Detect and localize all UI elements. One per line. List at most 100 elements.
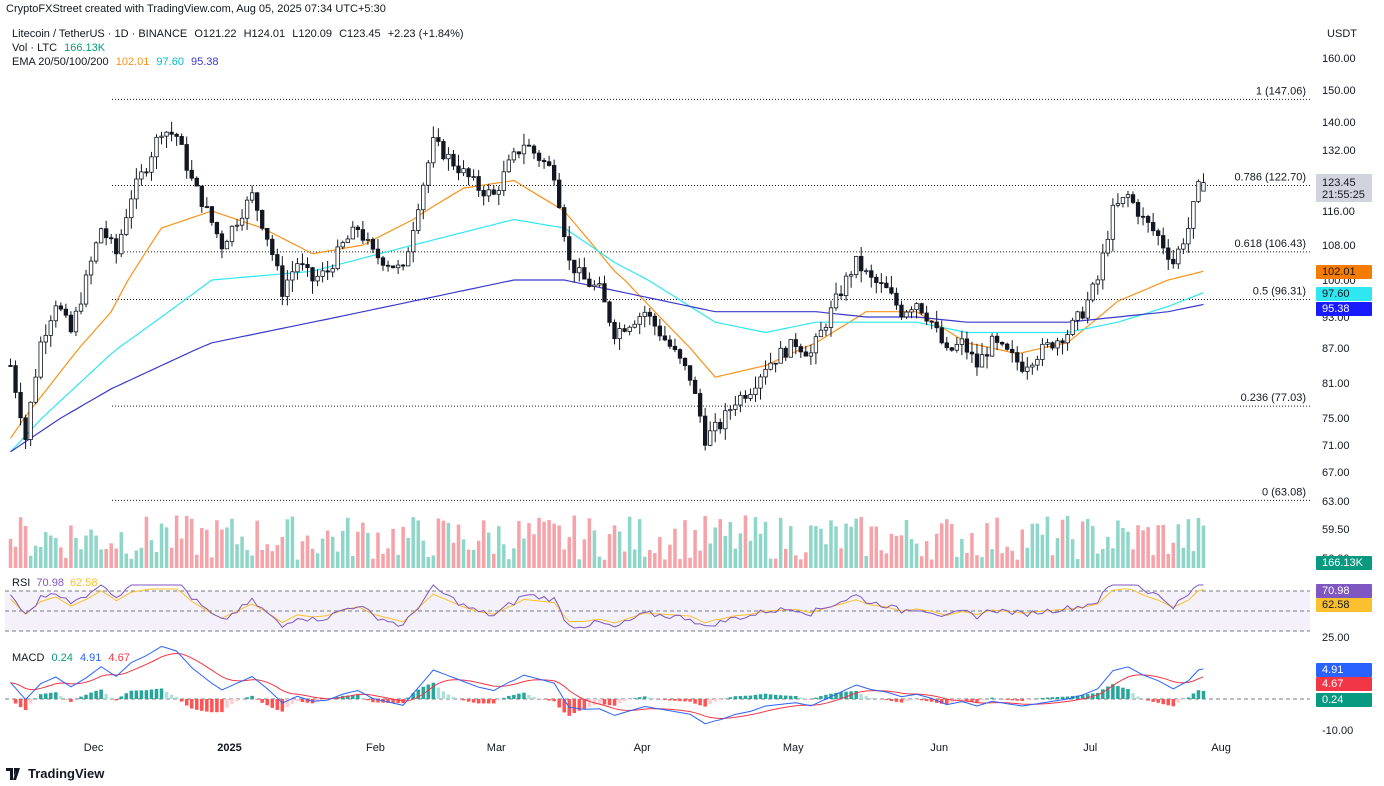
- candle-down: [869, 270, 874, 278]
- macd-histogram-bar: [1191, 693, 1196, 699]
- volume-bar: [1090, 526, 1095, 568]
- macd-histogram-bar: [426, 684, 431, 699]
- macd-histogram-bar: [109, 697, 113, 699]
- volume-bar: [990, 549, 994, 568]
- macd-histogram-bar: [542, 699, 546, 700]
- macd-histogram-bar: [1020, 699, 1025, 701]
- candle-down: [13, 365, 18, 393]
- volume-bar: [904, 519, 909, 568]
- volume-bar: [799, 559, 803, 568]
- candle-up: [1045, 342, 1050, 345]
- volume-bar: [1181, 547, 1186, 568]
- candle-up: [1040, 343, 1045, 360]
- macd-histogram-bar: [537, 698, 541, 699]
- candle-down: [451, 153, 456, 167]
- volume-bar: [924, 541, 929, 568]
- candle-down: [994, 335, 1000, 343]
- candle-up: [597, 283, 602, 286]
- volume-bar: [330, 536, 335, 568]
- volume-bar: [980, 557, 984, 568]
- volume-bar: [542, 521, 546, 568]
- candle-down: [204, 206, 209, 208]
- volume-bar: [617, 531, 622, 568]
- candle-down: [260, 209, 265, 229]
- macd-histogram-bar: [451, 696, 456, 699]
- ema-label[interactable]: EMA 20/50/100/200: [12, 56, 109, 68]
- macd-line: [10, 645, 1204, 725]
- candle-up: [496, 190, 501, 195]
- candle-down: [582, 267, 587, 280]
- volume-bar: [502, 544, 506, 568]
- price-tick-label: 63.00: [1322, 496, 1350, 508]
- macd-histogram-bar: [557, 699, 561, 708]
- macd-histogram-bar: [1156, 699, 1160, 703]
- volume-bar: [819, 528, 823, 568]
- candle-down: [692, 379, 698, 394]
- candle-up: [290, 271, 295, 281]
- rsi-line: [10, 584, 1204, 629]
- macd-histogram-bar: [562, 699, 566, 713]
- candle-up: [93, 242, 99, 262]
- volume-badge-bg: [1316, 556, 1372, 570]
- volume-bar: [1015, 559, 1020, 568]
- macd-histogram-bar: [386, 699, 390, 703]
- macd-histogram-bar: [512, 694, 516, 699]
- volume-bar: [235, 544, 239, 568]
- macd-histogram-bar: [950, 699, 954, 703]
- candle-down: [567, 236, 572, 261]
- macd-histogram-bar: [1010, 699, 1014, 701]
- macd-histogram-bar: [602, 699, 607, 705]
- volume-bar: [245, 549, 249, 568]
- ema50-value: 97.60: [156, 56, 184, 68]
- macd-histogram-bar: [149, 689, 154, 699]
- macd-histogram-bar: [552, 699, 556, 702]
- macd-histogram-bar: [1166, 699, 1171, 706]
- currency-label[interactable]: USDT: [1327, 28, 1357, 40]
- candle-down: [587, 278, 592, 287]
- macd-histogram-bar: [854, 690, 858, 699]
- macd-histogram-bar: [889, 699, 894, 702]
- volume-label[interactable]: Vol · LTC: [12, 42, 58, 54]
- macd-histogram-bar: [864, 696, 868, 699]
- volume-bar: [371, 558, 375, 568]
- candle-down: [1015, 352, 1020, 363]
- volume-bar: [109, 543, 113, 568]
- macd-histogram-bar: [1111, 684, 1115, 699]
- rsi-label[interactable]: RSI: [12, 577, 31, 589]
- candle-down: [199, 185, 204, 207]
- candle-down: [949, 347, 954, 351]
- price-tick-label: 59.50: [1322, 524, 1350, 536]
- symbol-name[interactable]: Litecoin / TetherUS · 1D · BINANCE: [12, 28, 188, 40]
- tradingview-logo[interactable]: TradingView: [6, 766, 104, 781]
- macd-histogram-bar: [1045, 697, 1050, 699]
- candle-down: [1140, 215, 1146, 218]
- candle-down: [572, 259, 577, 274]
- macd-histogram-bar: [753, 694, 758, 699]
- candle-down: [370, 238, 376, 250]
- volume-bar: [879, 550, 884, 568]
- volume-bar: [89, 529, 93, 568]
- candle-up: [823, 327, 829, 331]
- volume-bar: [834, 526, 838, 568]
- candle-up: [244, 199, 250, 219]
- volume-bar: [929, 559, 934, 568]
- volume-bar: [205, 529, 209, 568]
- macd-histogram-bar: [642, 696, 647, 699]
- macd-histogram-bar: [119, 696, 124, 699]
- chart-legend: Litecoin / TetherUS · 1D · BINANCE O121.…: [12, 27, 464, 69]
- macd-line-value: 4.91: [79, 652, 102, 664]
- price-tick-label: 81.00: [1322, 378, 1350, 390]
- macd-histogram-bar: [235, 699, 239, 702]
- volume-bar: [164, 527, 169, 568]
- macd-histogram-bar: [965, 699, 969, 701]
- candle-up: [461, 168, 466, 174]
- candle-up: [224, 241, 230, 250]
- volume-bar: [1065, 515, 1070, 568]
- candle-up: [406, 251, 411, 267]
- macd-label[interactable]: MACD: [12, 652, 45, 664]
- volume-bar: [955, 556, 959, 568]
- macd-histogram-bar: [960, 699, 964, 700]
- volume-bar: [1131, 549, 1135, 568]
- volume-bar: [783, 548, 788, 568]
